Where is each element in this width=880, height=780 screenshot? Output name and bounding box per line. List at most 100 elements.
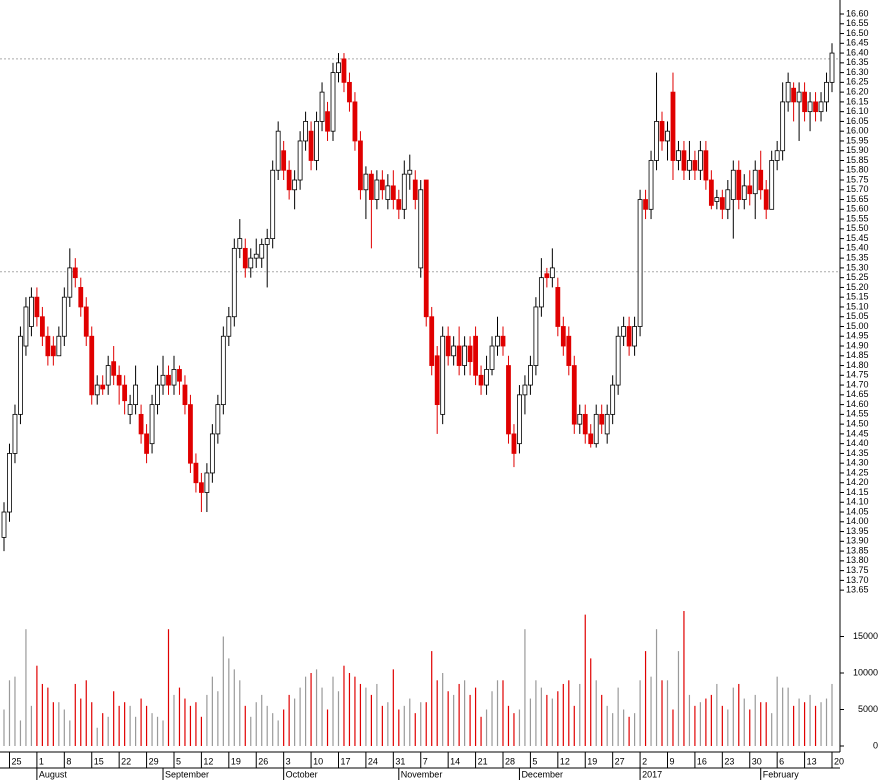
candle-body — [495, 335, 500, 347]
y-tick-label: 16.35 — [846, 57, 869, 67]
candle-body — [89, 335, 95, 396]
candle-body — [275, 130, 281, 171]
candle-body — [61, 296, 67, 337]
x-tick-label: 16 — [697, 756, 707, 766]
candle-body — [533, 306, 539, 366]
y-tick-label: 15.35 — [846, 253, 869, 263]
candle-body — [166, 374, 171, 386]
y-tick-label: 16.00 — [846, 126, 869, 136]
candle-body — [396, 199, 402, 210]
candle-body — [385, 185, 391, 200]
y-tick-label: 14.30 — [846, 458, 869, 468]
candle-body — [692, 160, 698, 171]
candle-body — [253, 253, 259, 259]
y-tick-label: 16.20 — [846, 87, 869, 97]
candle-body — [780, 101, 786, 152]
y-tick-label: 14.75 — [846, 370, 869, 380]
candle-body — [687, 160, 692, 171]
y-tick-label: 14.10 — [846, 497, 869, 507]
candle-body — [829, 52, 835, 83]
y-tick-label: 14.05 — [846, 506, 869, 516]
candle-body — [23, 306, 29, 347]
candle-body — [325, 111, 330, 132]
candle-body — [72, 267, 78, 279]
x-tick-label: 3 — [286, 756, 291, 766]
candle-body — [314, 121, 319, 161]
candle-body — [330, 72, 336, 132]
candle-body — [12, 413, 18, 454]
candle-body — [588, 433, 594, 445]
candle-body — [577, 413, 583, 425]
candle-body — [824, 81, 829, 103]
x-tick-label: 5 — [532, 756, 537, 766]
candle-body — [637, 199, 643, 327]
candle-body — [676, 150, 681, 161]
candle-body — [643, 199, 648, 210]
x-tick-label: 17 — [340, 756, 350, 766]
y-tick-label: 13.90 — [846, 536, 869, 546]
candle-body — [752, 169, 758, 195]
y-tick-label: 15.75 — [846, 174, 869, 184]
x-tick-label: 12 — [203, 756, 213, 766]
y-tick-label: 16.50 — [846, 28, 869, 38]
candle-body — [264, 238, 270, 245]
y-tick-label: 16.40 — [846, 47, 869, 57]
candle-body — [528, 365, 533, 386]
y-tick-label: 14.90 — [846, 340, 869, 350]
candle-body — [566, 335, 572, 366]
candle-body — [500, 335, 506, 347]
x-tick-label: 23 — [724, 756, 734, 766]
candle-body — [741, 185, 747, 200]
candle-body — [242, 247, 248, 269]
y-tick-label: 14.50 — [846, 419, 869, 429]
candle-body — [506, 365, 511, 435]
candle-body — [445, 335, 451, 357]
candle-body — [730, 169, 736, 200]
candle-body — [259, 244, 265, 259]
volume-tick-label: 0 — [873, 740, 878, 750]
candle-body — [149, 404, 155, 445]
y-tick-label: 15.90 — [846, 145, 869, 155]
candle-body — [665, 130, 670, 142]
candle-body — [785, 81, 791, 103]
candle-body — [358, 140, 363, 191]
candle-body — [220, 335, 226, 406]
candle-body — [763, 189, 769, 210]
candle-body — [407, 169, 413, 175]
y-tick-label: 14.80 — [846, 360, 869, 370]
candle-body — [1, 511, 7, 538]
candle-body — [144, 433, 149, 454]
y-tick-label: 15.10 — [846, 301, 869, 311]
x-tick-label: 2 — [642, 756, 647, 766]
y-tick-label: 13.80 — [846, 555, 869, 565]
y-tick-label: 14.45 — [846, 428, 869, 438]
candle-body — [308, 130, 314, 161]
volume-tick-label: 5000 — [858, 704, 878, 714]
candle-body — [155, 384, 160, 406]
candle-body — [440, 335, 446, 415]
candle-body — [703, 150, 709, 181]
candle-body — [7, 453, 12, 513]
x-tick-label: 22 — [121, 756, 131, 766]
y-tick-label: 16.10 — [846, 106, 869, 116]
candle-body — [807, 101, 813, 113]
candle-body — [363, 173, 369, 191]
candle-body — [133, 384, 139, 406]
month-label: October — [286, 769, 318, 779]
candle-body — [199, 482, 204, 493]
candle-body — [226, 316, 232, 337]
y-tick-label: 15.20 — [846, 282, 869, 292]
candle-body — [160, 374, 166, 386]
candle-body — [719, 197, 725, 210]
y-tick-label: 14.65 — [846, 389, 869, 399]
x-tick-label: 10 — [313, 756, 323, 766]
y-tick-label: 15.30 — [846, 262, 869, 272]
candle-body — [83, 306, 89, 337]
x-tick-label: 14 — [450, 756, 460, 766]
candle-body — [138, 413, 144, 435]
x-tick-label: 7 — [423, 756, 428, 766]
volume-tick-label: 15000 — [853, 631, 878, 641]
x-tick-label: 15 — [94, 756, 104, 766]
candle-body — [725, 189, 731, 210]
